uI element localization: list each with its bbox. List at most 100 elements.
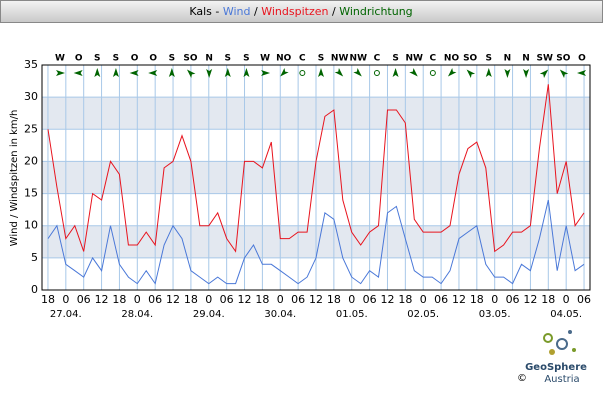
x-tick-label: 18 [327,293,341,306]
direction-label: O [578,54,586,64]
title-direction: Windrichtung [339,5,412,18]
y-tick-label: 10 [24,219,38,232]
direction-arrow [559,69,569,78]
plot-border [41,64,591,291]
direction-label: NW [405,54,423,64]
direction-label: N [205,54,213,64]
direction-arrow [392,68,399,77]
x-tick-label: 06 [506,293,520,306]
direction-arrow [129,70,139,76]
direction-arrow [148,70,158,76]
direction-calm [429,70,436,76]
direction-arrow [73,70,83,76]
x-date-label: 03.05. [479,309,511,320]
direction-label: N [504,54,512,64]
y-tick-label: 15 [24,187,38,200]
direction-arrow [447,68,457,77]
x-tick-label: 06 [291,293,305,306]
x-date-label: 28.04. [121,309,153,320]
x-tick-label: 06 [434,293,448,306]
x-tick-label: 18 [112,293,126,306]
direction-label: S [243,54,249,64]
direction-arrow [539,69,549,78]
copyright: © [517,373,527,384]
direction-arrow [353,68,362,77]
direction-label: O [75,54,83,64]
x-tick-label: 18 [398,293,412,306]
direction-label: N [522,54,530,64]
direction-arrow [577,70,586,76]
direction-arrow [112,68,119,77]
x-tick-label: 12 [238,293,252,306]
x-tick-label: 12 [95,293,109,306]
y-tick-label: 0 [31,283,38,296]
direction-label: C [430,54,437,64]
direction-label: S [94,54,100,64]
direction-arrow [334,68,344,77]
x-tick-label: 06 [577,293,591,306]
direction-label: W [55,54,65,64]
y-tick-label: 30 [24,90,38,103]
direction-arrow [261,70,271,76]
direction-label: S [318,54,324,64]
x-tick-label: 06 [220,293,234,306]
x-tick-label: 18 [255,293,269,306]
direction-arrow [485,68,492,77]
x-date-label: 27.04. [50,309,82,320]
x-tick-label: 12 [309,293,323,306]
x-tick-label: 18 [470,293,484,306]
x-tick-label: 06 [363,293,377,306]
series-line [47,199,585,285]
direction-label: S [392,54,398,64]
logo-country: Austria [544,374,579,385]
direction-label: SO [183,54,197,64]
y-tick-label: 25 [24,122,38,135]
title-gusts: Windspitzen [261,5,328,18]
x-tick-label: 0 [277,293,284,306]
direction-arrow [523,69,530,78]
x-tick-label: 0 [134,293,141,306]
y-tick-label: 35 [24,58,38,71]
title-wind: Wind [223,5,251,18]
direction-arrow [186,69,196,78]
x-tick-label: 12 [166,293,180,306]
x-tick-label: 12 [523,293,537,306]
title-sep: / [254,5,258,18]
direction-label: SO [556,54,570,64]
direction-label: NW [331,54,349,64]
title-sep: / [332,5,336,18]
direction-calm [373,70,380,76]
x-date-label: 02.05. [407,309,439,320]
direction-arrow [504,69,511,78]
x-tick-label: 06 [148,293,162,306]
direction-label: S [225,54,231,64]
x-tick-label: 18 [41,293,55,306]
direction-label: NW [350,54,368,64]
x-tick-label: 0 [348,293,355,306]
direction-label: S [169,54,175,64]
direction-label: S [486,54,492,64]
direction-arrow [224,68,231,77]
x-date-label: 29.04. [193,309,225,320]
y-axis-label: Wind / Windspitzen in km/h [9,110,20,247]
direction-arrow [466,69,476,78]
plot-area: 18 0 06 12 18 0 06 12 18 0 06 12 18 0 06 12 18 0 06 12 18 0 06… [24,54,591,321]
x-tick-label: 0 [205,293,212,306]
x-tick-label: 0 [491,293,498,306]
series-line [47,84,585,253]
x-tick-label: 18 [541,293,555,306]
x-tick-label: 06 [77,293,91,306]
direction-arrow [409,68,418,77]
x-tick-label: 12 [452,293,466,306]
x-tick-label: 0 [420,293,427,306]
direction-label: W [260,54,270,64]
logo-name: GeoSphere [525,362,587,373]
x-tick-label: 18 [184,293,198,306]
x-date-label: 04.05. [550,309,582,320]
direction-arrow [280,68,289,77]
chart-title: Kals - Wind / Windspitzen / Windrichtung [189,5,412,18]
direction-arrow [243,68,250,77]
direction-label: NO [276,54,292,64]
logo [543,330,576,355]
x-tick-label: 0 [62,293,69,306]
